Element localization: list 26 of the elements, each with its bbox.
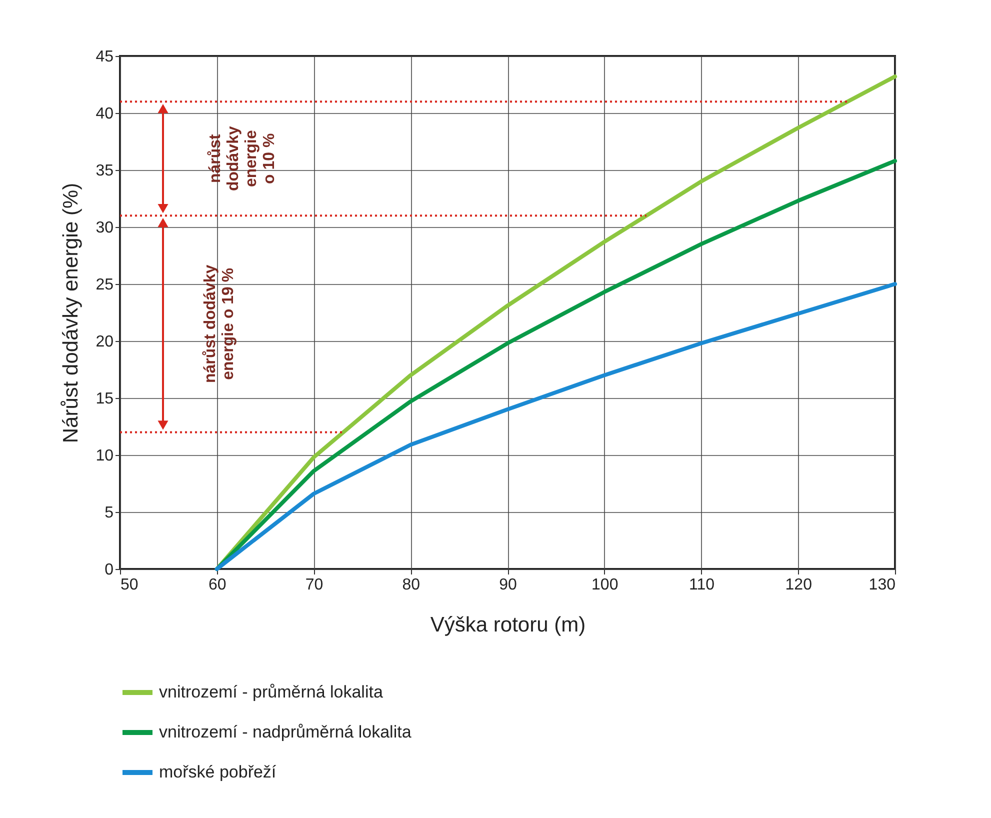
y-tick-label: 10 [96, 448, 114, 464]
y-tick-label: 45 [96, 48, 114, 66]
y-axis-title: Nárůst dodávky energie (%) [60, 182, 83, 444]
x-tick-label: 130 [868, 576, 896, 594]
x-tick-label: 120 [785, 576, 812, 594]
legend-label: vnitrozemí - nadprůměrná lokalita [159, 722, 412, 742]
x-axis-title: Výška rotoru (m) [430, 614, 586, 636]
x-tick-label: 70 [305, 576, 324, 594]
y-tick-label: 30 [96, 220, 114, 236]
x-tick-label: 50 [120, 576, 138, 594]
y-tick-label: 25 [96, 276, 114, 294]
y-tick-label: 0 [104, 562, 114, 578]
legend-label: vnitrozemí - průměrná lokalita [159, 682, 384, 702]
x-tick-label: 80 [402, 576, 420, 594]
annotation: nárůst dodávky energie o 10 % [207, 126, 278, 192]
y-tick-label: 5 [104, 504, 114, 522]
x-tick-label: 100 [592, 576, 618, 594]
y-tick-label: 40 [96, 106, 114, 122]
annotation: nárůst dodávky energie o 19 % [202, 264, 237, 384]
x-tick-label: 60 [208, 576, 226, 594]
y-tick-label: 20 [96, 334, 114, 350]
y-tick-label: 35 [96, 162, 114, 180]
x-tick-label: 110 [688, 576, 715, 594]
legend-label: mořské pobřeží [159, 762, 276, 782]
y-tick-label: 15 [96, 390, 114, 408]
x-tick-label: 90 [499, 576, 517, 594]
